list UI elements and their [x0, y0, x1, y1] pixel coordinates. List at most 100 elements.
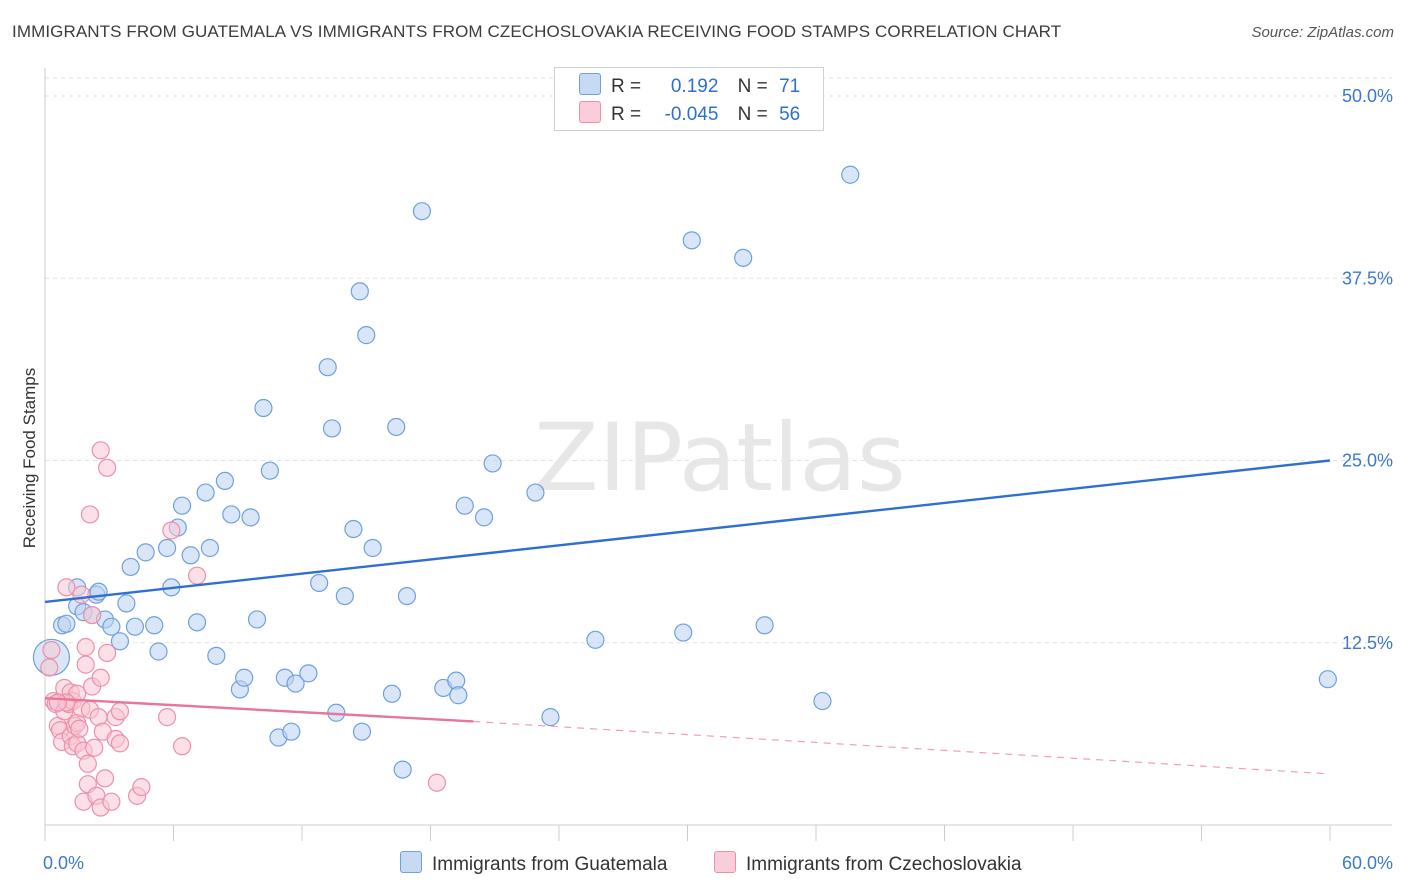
- point-guatemala: [541, 708, 560, 727]
- x-tick-label: 0.0%: [43, 853, 84, 873]
- chart-title: IMMIGRANTS FROM GUATEMALA VS IMMIGRANTS …: [12, 22, 1062, 41]
- point-guatemala: [412, 202, 432, 221]
- legend-r-label: R =: [611, 104, 642, 125]
- point-czechoslovakia: [157, 708, 177, 727]
- legend-n-label: N =: [737, 76, 768, 97]
- point-guatemala: [121, 557, 140, 577]
- point-czechoslovakia: [91, 668, 110, 687]
- legend-row-guatemala: R = 0.192 N = 71: [579, 73, 800, 101]
- point-czechoslovakia: [162, 521, 181, 540]
- point-guatemala: [474, 508, 494, 527]
- legend-r-value: 0.192: [670, 76, 719, 97]
- point-guatemala: [149, 642, 168, 661]
- point-czechoslovakia: [187, 566, 207, 585]
- point-guatemala: [286, 674, 305, 693]
- point-guatemala: [586, 630, 605, 649]
- point-guatemala: [215, 471, 234, 491]
- point-guatemala: [393, 760, 412, 779]
- point-guatemala: [483, 454, 502, 473]
- point-guatemala: [102, 617, 121, 636]
- legend-r-label: R =: [611, 76, 642, 97]
- point-guatemala: [357, 326, 376, 345]
- point-czechoslovakia: [48, 693, 67, 712]
- point-guatemala: [755, 616, 774, 635]
- point-guatemala: [841, 165, 860, 184]
- point-guatemala: [813, 691, 832, 711]
- y-tick-label: 12.5%: [1342, 633, 1393, 653]
- point-czechoslovakia: [42, 640, 61, 660]
- trend-line-czechoslovakia: [44, 696, 474, 723]
- point-guatemala: [187, 613, 207, 632]
- point-czechoslovakia: [98, 458, 117, 477]
- point-guatemala: [344, 519, 363, 539]
- point-czechoslovakia: [132, 777, 151, 797]
- point-guatemala: [222, 505, 241, 524]
- stats-legend: R = 0.192 N = 71 R = -0.045 N = 56: [554, 67, 824, 131]
- point-czechoslovakia: [110, 734, 130, 753]
- y-tick-label: 25.0%: [1342, 451, 1393, 471]
- point-czechoslovakia: [102, 792, 121, 811]
- legend-swatch-guatemala: [579, 73, 601, 95]
- point-czechoslovakia: [172, 737, 192, 756]
- series-label-guatemala: Immigrants from Guatemala: [432, 854, 668, 875]
- data-points: [32, 165, 1337, 817]
- series-swatch-czechoslovakia: [714, 851, 736, 873]
- point-guatemala: [260, 461, 279, 480]
- point-guatemala: [387, 417, 406, 437]
- point-czechoslovakia: [70, 719, 89, 738]
- point-guatemala: [674, 623, 693, 642]
- point-guatemala: [455, 496, 474, 515]
- point-czechoslovakia: [72, 585, 91, 604]
- point-guatemala: [172, 496, 192, 515]
- point-czechoslovakia: [98, 643, 117, 663]
- point-czechoslovakia: [76, 655, 95, 674]
- legend-swatch-czechoslovakia: [579, 101, 601, 123]
- point-guatemala: [235, 668, 254, 687]
- point-czechoslovakia: [78, 754, 97, 773]
- watermark: ZIPatlas: [534, 404, 906, 513]
- series-legend-czechoslovakia[interactable]: Immigrants from Czechoslovakia: [714, 851, 1022, 876]
- point-czechoslovakia: [85, 738, 104, 757]
- series-legend-guatemala[interactable]: Immigrants from Guatemala: [400, 851, 667, 876]
- point-guatemala: [207, 646, 226, 665]
- chart-source: Source: ZipAtlas.com: [1251, 24, 1394, 41]
- point-guatemala: [734, 248, 753, 267]
- series-swatch-guatemala: [400, 851, 422, 873]
- legend-n-label: N =: [737, 104, 768, 125]
- point-guatemala: [241, 508, 260, 527]
- point-guatemala: [247, 610, 267, 629]
- point-guatemala: [350, 282, 369, 301]
- trend-extension-czechoslovakia: [473, 720, 1331, 775]
- series-label-czechoslovakia: Immigrants from Czechoslovakia: [746, 854, 1022, 875]
- point-guatemala: [397, 586, 417, 606]
- point-guatemala: [382, 684, 402, 703]
- point-guatemala: [136, 543, 155, 562]
- point-czechoslovakia: [57, 578, 76, 597]
- point-czechoslovakia: [83, 605, 102, 625]
- point-czechoslovakia: [427, 773, 447, 792]
- point-guatemala: [352, 722, 372, 741]
- point-guatemala: [299, 664, 318, 683]
- point-czechoslovakia: [95, 769, 115, 788]
- point-guatemala: [335, 586, 354, 606]
- tick-labels: 12.5% 25.0% 37.5% 50.0% 0.0% 60.0%: [43, 86, 1393, 873]
- point-guatemala: [196, 483, 215, 502]
- point-czechoslovakia: [80, 505, 100, 524]
- y-tick-label: 37.5%: [1342, 268, 1393, 288]
- trend-lines: [44, 459, 1331, 775]
- x-tick-label: 60.0%: [1342, 853, 1393, 873]
- point-guatemala: [322, 419, 342, 438]
- y-tick-label: 50.0%: [1342, 86, 1393, 106]
- legend-n-value: 56: [779, 104, 801, 125]
- point-guatemala: [57, 614, 76, 633]
- trend-line-guatemala: [44, 459, 1331, 604]
- point-guatemala: [449, 686, 468, 705]
- point-czechoslovakia: [76, 638, 95, 657]
- point-czechoslovakia: [110, 702, 130, 721]
- gridlines: [45, 77, 1392, 644]
- point-guatemala: [145, 616, 164, 635]
- point-guatemala: [363, 538, 382, 558]
- point-guatemala: [110, 632, 130, 651]
- point-guatemala: [157, 538, 177, 558]
